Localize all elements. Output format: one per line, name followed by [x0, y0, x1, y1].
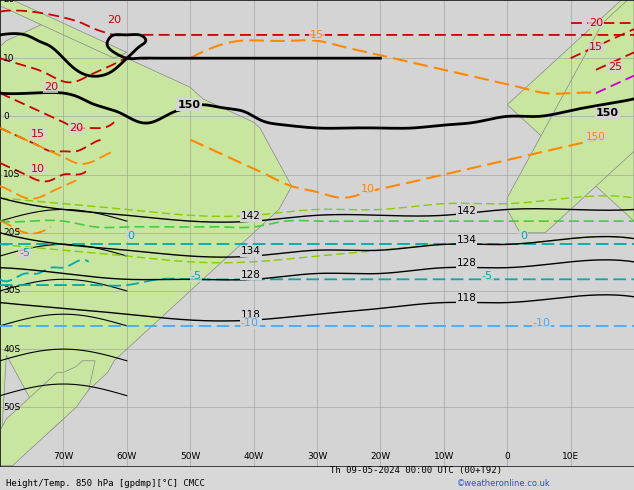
- Text: 118: 118: [456, 293, 476, 303]
- Polygon shape: [0, 361, 95, 466]
- Text: -10: -10: [241, 318, 259, 328]
- Polygon shape: [507, 0, 634, 221]
- Text: 30S: 30S: [3, 287, 20, 295]
- Text: 15: 15: [31, 129, 45, 139]
- Text: ©weatheronline.co.uk: ©weatheronline.co.uk: [456, 479, 550, 488]
- Text: -5: -5: [19, 248, 30, 258]
- Text: 20W: 20W: [370, 452, 391, 461]
- Text: 20: 20: [3, 0, 15, 4]
- Text: 0: 0: [3, 112, 9, 121]
- Text: 25: 25: [608, 62, 622, 72]
- Text: 142: 142: [456, 205, 476, 216]
- Text: 0: 0: [127, 231, 134, 241]
- Text: 134: 134: [456, 235, 476, 245]
- Text: 118: 118: [241, 310, 261, 320]
- Text: 40W: 40W: [243, 452, 264, 461]
- Text: 20: 20: [69, 123, 83, 133]
- Text: -5: -5: [482, 271, 493, 281]
- Text: 150: 150: [586, 132, 606, 142]
- Text: 40S: 40S: [3, 344, 20, 354]
- Text: 20: 20: [44, 82, 58, 92]
- Text: 10E: 10E: [562, 452, 579, 461]
- Polygon shape: [507, 0, 634, 233]
- Text: 134: 134: [241, 246, 261, 256]
- Text: 50W: 50W: [180, 452, 200, 461]
- Text: 20S: 20S: [3, 228, 20, 237]
- Text: 15: 15: [310, 30, 324, 40]
- Text: 30W: 30W: [307, 452, 327, 461]
- Text: 128: 128: [241, 270, 261, 280]
- Text: 10: 10: [31, 164, 45, 174]
- Text: 50S: 50S: [3, 403, 20, 412]
- Text: 150: 150: [596, 108, 619, 119]
- Text: -10: -10: [533, 318, 550, 328]
- Text: 70W: 70W: [53, 452, 74, 461]
- Text: Height/Temp. 850 hPa [gpdmp][°C] CMCC: Height/Temp. 850 hPa [gpdmp][°C] CMCC: [6, 479, 205, 488]
- Text: 10S: 10S: [3, 170, 20, 179]
- Text: 142: 142: [241, 211, 261, 221]
- Text: 10: 10: [361, 184, 375, 194]
- Text: 20: 20: [107, 15, 121, 25]
- Text: 128: 128: [456, 258, 476, 268]
- Polygon shape: [0, 23, 292, 466]
- Text: 10W: 10W: [434, 452, 454, 461]
- Text: 150: 150: [178, 99, 200, 110]
- Text: -5: -5: [190, 271, 201, 281]
- Text: 60W: 60W: [117, 452, 137, 461]
- Text: 15: 15: [589, 42, 603, 51]
- Text: 10: 10: [3, 54, 15, 63]
- Polygon shape: [0, 0, 127, 58]
- Text: 0: 0: [520, 231, 527, 241]
- Text: 0: 0: [504, 452, 510, 461]
- Text: Th 09-05-2024 00:00 UTC (00+T92): Th 09-05-2024 00:00 UTC (00+T92): [330, 466, 501, 475]
- Text: 20: 20: [589, 18, 603, 28]
